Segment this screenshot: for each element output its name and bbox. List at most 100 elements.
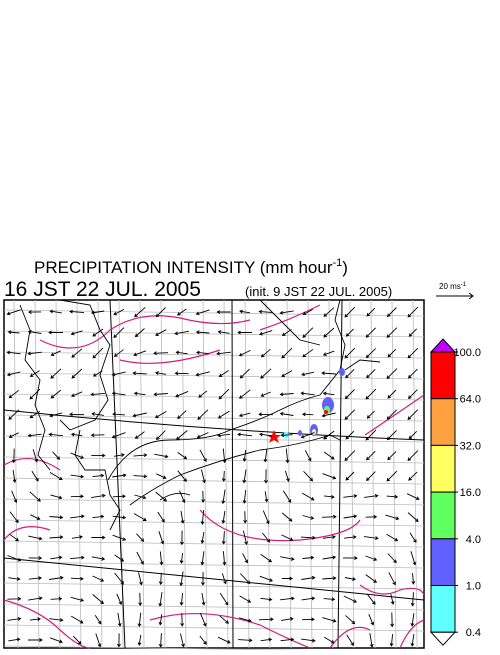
wind-vector: [155, 491, 167, 502]
wind-vector: [343, 514, 358, 519]
wind-vector: [134, 328, 145, 338]
wind-vector: [260, 348, 271, 358]
wind-vector: [390, 612, 395, 628]
wind-vector: [280, 596, 295, 601]
wind-vector: [71, 535, 83, 540]
wind-vector: [180, 613, 185, 627]
grid-line: [202, 299, 208, 649]
wind-vector: [158, 572, 163, 586]
wind-vector: [366, 368, 376, 379]
wind-vector: [386, 430, 397, 441]
wind-vector: [29, 491, 41, 502]
wind-vector: [153, 351, 169, 356]
wind-vector: [410, 592, 415, 607]
wind-vector: [179, 593, 184, 606]
wind-vector: [322, 514, 337, 519]
grid-line: [3, 477, 425, 485]
wind-vector: [242, 489, 247, 504]
wind-vector: [300, 391, 315, 396]
wind-vector: [239, 595, 252, 603]
colorbar-label: 64.0: [460, 394, 481, 406]
wind-vector: [386, 368, 398, 380]
wind-vector: [133, 474, 148, 479]
wind-vector: [242, 530, 248, 546]
grid-line: [328, 299, 334, 649]
wind-vector: [177, 452, 188, 460]
wind-vector: [201, 490, 206, 503]
title: PRECIPITATION INTENSITY (mm hour-1): [34, 257, 348, 277]
wind-vector: [112, 412, 126, 417]
wind-vector: [9, 533, 20, 542]
wind-vector: [301, 492, 315, 501]
wind-vector: [70, 514, 85, 519]
wind-vector: [198, 390, 208, 398]
colorbar-bin: [430, 491, 456, 540]
colorbar-under: [429, 631, 457, 646]
wind-vector: [196, 432, 209, 439]
wind-vector: [132, 412, 147, 418]
wind-vector: [113, 309, 125, 316]
wind-vector: [281, 370, 293, 377]
wind-vector: [389, 634, 394, 647]
wind-vector: [301, 638, 316, 643]
wind-vector: [177, 470, 187, 482]
wind-vector: [158, 531, 165, 545]
wind-vector: [112, 534, 127, 541]
wind-vector: [322, 473, 337, 480]
wind-vector: [29, 370, 40, 377]
colorbar-over: [429, 338, 457, 353]
wind-vector: [156, 473, 167, 479]
wind-vector: [409, 532, 417, 543]
wind-vector: [50, 596, 63, 601]
wind-vector: [238, 617, 252, 623]
grid-line: [3, 351, 425, 359]
wind-vector: [200, 469, 206, 484]
wind-vector: [6, 371, 21, 377]
wind-vector: [410, 551, 417, 566]
wind-vector: [386, 307, 397, 318]
wind-vector: [7, 555, 22, 562]
wind-vector: [303, 470, 314, 482]
wind-vector: [221, 510, 226, 524]
wind-vector: [114, 572, 124, 585]
wind-vector: [49, 535, 64, 540]
wind-vector: [70, 576, 84, 581]
wind-vector: [264, 469, 268, 484]
wind-vector: [155, 329, 167, 336]
wind-vector: [237, 432, 253, 437]
wind-vector: [48, 330, 63, 335]
wind-vector: [280, 556, 295, 561]
wind-vector: [280, 433, 293, 438]
wind-vector: [217, 433, 231, 438]
wind-vector: [49, 309, 62, 314]
wind-vector: [221, 470, 226, 482]
wind-vector: [116, 593, 123, 605]
wind-vector: [217, 410, 230, 419]
grid-line: [286, 299, 292, 649]
wind-vector: [387, 553, 397, 564]
wind-vector: [92, 328, 104, 337]
wind-vector: [366, 450, 376, 461]
wind-vector: [345, 368, 355, 379]
wind-vector: [323, 597, 336, 602]
grid-line: [3, 498, 425, 506]
wind-vector: [137, 634, 142, 646]
colorbar-bin: [430, 538, 456, 586]
wind-vector: [217, 636, 231, 644]
wind-vector: [12, 469, 17, 483]
wind-vector: [407, 347, 419, 359]
wind-vector: [158, 592, 163, 607]
wind-vector: [321, 412, 336, 418]
wind-vector: [259, 432, 273, 437]
wind-vector: [410, 634, 415, 647]
wind-vector: [364, 493, 379, 498]
wind-vector: [281, 512, 293, 522]
wind-vector: [154, 411, 167, 419]
colorbar-bin: [430, 351, 456, 400]
wind-vector: [177, 410, 187, 419]
wind-vector: [179, 633, 185, 648]
wind-vector: [70, 452, 85, 459]
wind-vector: [112, 515, 127, 520]
wind-vector: [71, 391, 83, 398]
wind-vector: [222, 448, 227, 464]
